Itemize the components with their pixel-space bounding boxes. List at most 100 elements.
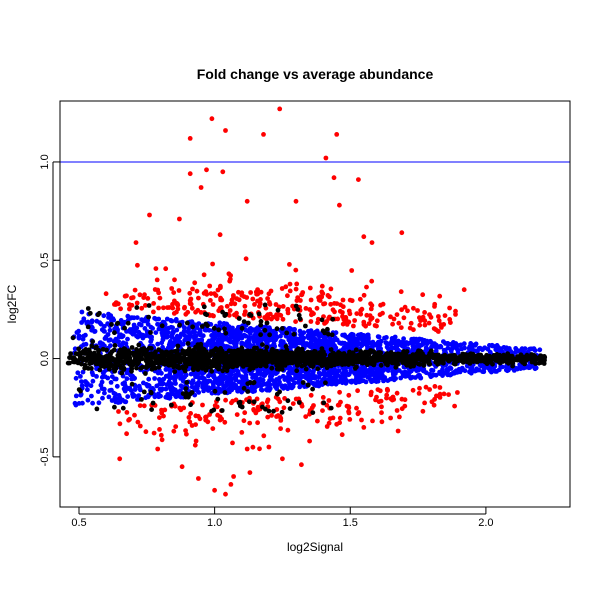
data-point [161,305,166,311]
data-point [79,379,84,384]
data-point [96,348,102,353]
data-point [310,372,315,378]
data-point [182,355,187,361]
data-point [353,347,359,353]
data-point [365,356,371,362]
data-point [442,354,448,359]
data-point [490,361,495,367]
data-point [531,353,537,358]
data-point [407,325,413,331]
data-point [76,328,81,334]
data-point [157,360,163,365]
data-point [363,323,368,329]
data-point [411,353,416,359]
data-point [320,408,325,413]
data-point [105,375,111,381]
data-point [222,359,228,365]
data-point [226,324,232,330]
data-point [196,390,202,395]
data-point [232,301,238,307]
data-point [254,291,259,297]
data-point [309,360,315,365]
data-point [217,320,223,326]
data-point [124,376,130,382]
data-point [337,202,342,208]
data-point [411,348,417,354]
data-point [274,316,280,322]
points-layer [65,106,548,497]
data-point [423,348,429,353]
data-point [143,371,148,376]
data-point [450,342,456,347]
data-point [299,332,305,337]
data-point [146,382,151,388]
data-point [416,344,422,350]
data-point [261,132,266,137]
data-point [175,343,181,349]
data-point [401,336,406,342]
data-point [332,301,337,306]
data-point [480,355,486,360]
data-point [218,285,223,291]
data-point [331,175,337,181]
data-point [287,262,292,267]
data-point [70,335,76,341]
data-point [229,297,235,303]
data-point [399,341,405,347]
data-point [427,387,432,392]
data-point [272,384,278,389]
data-point [236,289,241,295]
data-point [157,415,162,420]
data-point [231,359,237,364]
data-point [252,345,257,351]
data-point [134,347,139,352]
data-point [173,355,179,361]
data-point [206,373,211,379]
data-point [79,309,85,315]
data-point [338,352,343,358]
data-point [142,326,148,331]
data-point [335,369,340,374]
data-point [130,391,136,397]
data-point [349,379,354,385]
data-point [416,391,422,396]
data-point [348,369,354,374]
data-point [262,373,267,378]
data-point [243,375,249,380]
data-point [185,309,191,315]
data-point [382,359,388,365]
data-point [112,343,118,348]
data-point [124,370,130,376]
data-point [113,396,119,402]
data-point [247,342,253,347]
data-point [437,395,443,400]
data-point [100,395,105,401]
data-point [415,308,420,313]
data-point [311,311,316,317]
data-point [117,358,123,364]
data-point [178,394,184,400]
data-point [314,305,320,311]
data-point [356,177,361,183]
data-point [101,328,107,334]
data-point [262,362,268,368]
data-point [504,368,510,374]
data-point [204,167,209,173]
data-point [360,372,366,378]
data-point [189,384,195,390]
data-point [468,341,474,346]
data-point [158,355,163,360]
data-point [316,297,322,303]
data-point [82,362,88,368]
data-point [426,320,432,326]
data-point [196,379,202,385]
data-point [296,378,302,384]
data-point [408,359,414,365]
data-point [90,378,96,384]
data-point [357,296,363,302]
data-point [98,340,103,345]
data-point [104,347,109,353]
data-point [336,356,342,362]
data-point [391,316,397,322]
